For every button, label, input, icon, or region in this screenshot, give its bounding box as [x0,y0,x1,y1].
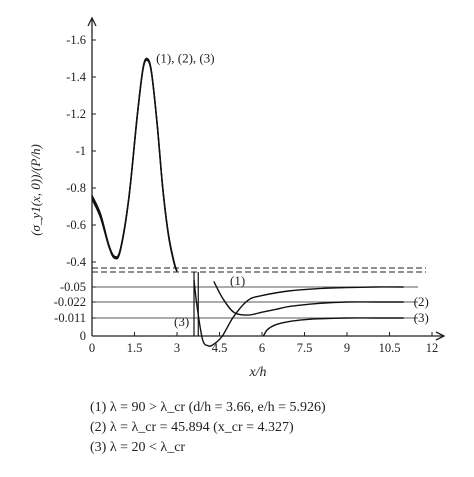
x-axis-arrow [435,331,446,341]
y-tick-label-upper-3: -1 [76,144,86,158]
y-tick-label-upper-2: -1.2 [66,107,86,121]
series-label-2: (2) [414,294,429,309]
x-tick-label-0: 0 [89,341,95,355]
peak-annotation: (1), (2), (3) [156,51,214,66]
caption-line-2: (2) λ = λ_cr = 45.894 (x_cr = 4.327) [90,420,294,435]
caption: (1) λ = 90 > λ_cr (d/h = 3.66, e/h = 5.9… [90,398,326,458]
y-tick-label-lower-0: -0.05 [60,280,86,294]
axes [87,16,446,341]
series-1-lower-line [193,279,404,347]
chart: 0 1.5 3 4.5 6 7.5 9 10.5 12 -1.6 -1.4 -1.2 -1 -0.8 -0.… [28,16,446,380]
x-tick-label-4: 6 [259,341,265,355]
y-tick-label-upper-5: -0.6 [66,218,86,232]
y-axis-arrow [87,16,97,27]
x-axis-label: x/h [248,365,266,380]
y-tick-label-lower-1: -0.022 [54,295,86,309]
labels: 0 1.5 3 4.5 6 7.5 9 10.5 12 -1.6 -1.4 -1.2 -1 -0.8 -0.… [28,33,438,380]
y-tick-label-lower-2: -0.011 [54,311,86,325]
series-3-upper-line [91,58,178,272]
series-1-upper-line [91,57,178,272]
series-2-lower-line [213,281,404,316]
x-tick-label-1: 1.5 [127,341,143,355]
x-tick-label-2: 3 [174,341,180,355]
y-axis-label: (σ_y1(x, 0))/(P/h) [28,144,43,236]
y-tick-label-upper-4: -0.8 [66,181,86,195]
x-tick-label-5: 7.5 [297,341,313,355]
x-tick-label-8: 12 [426,341,439,355]
x-tick-label-3: 4.5 [212,341,228,355]
series-label-3: (3) [414,310,429,325]
series-2-upper-line [91,59,178,272]
caption-line-1: (1) λ = 90 > λ_cr (d/h = 3.66, e/h = 5.9… [90,400,326,415]
curves [91,57,404,347]
y-tick-label-upper-0: -1.6 [66,33,86,47]
series-label-3-left: (3) [174,314,189,329]
y-tick-label-upper-6: -0.4 [66,255,87,269]
x-tick-label-7: 10.5 [379,341,401,355]
y-tick-label-lower-3: 0 [80,329,86,343]
caption-line-3: (3) λ = 20 < λ_cr [90,440,186,455]
series-label-1: (1) [230,273,245,288]
series-3-lower-line [262,317,404,337]
y-tick-label-upper-1: -1.4 [66,70,87,84]
x-tick-label-6: 9 [344,341,350,355]
